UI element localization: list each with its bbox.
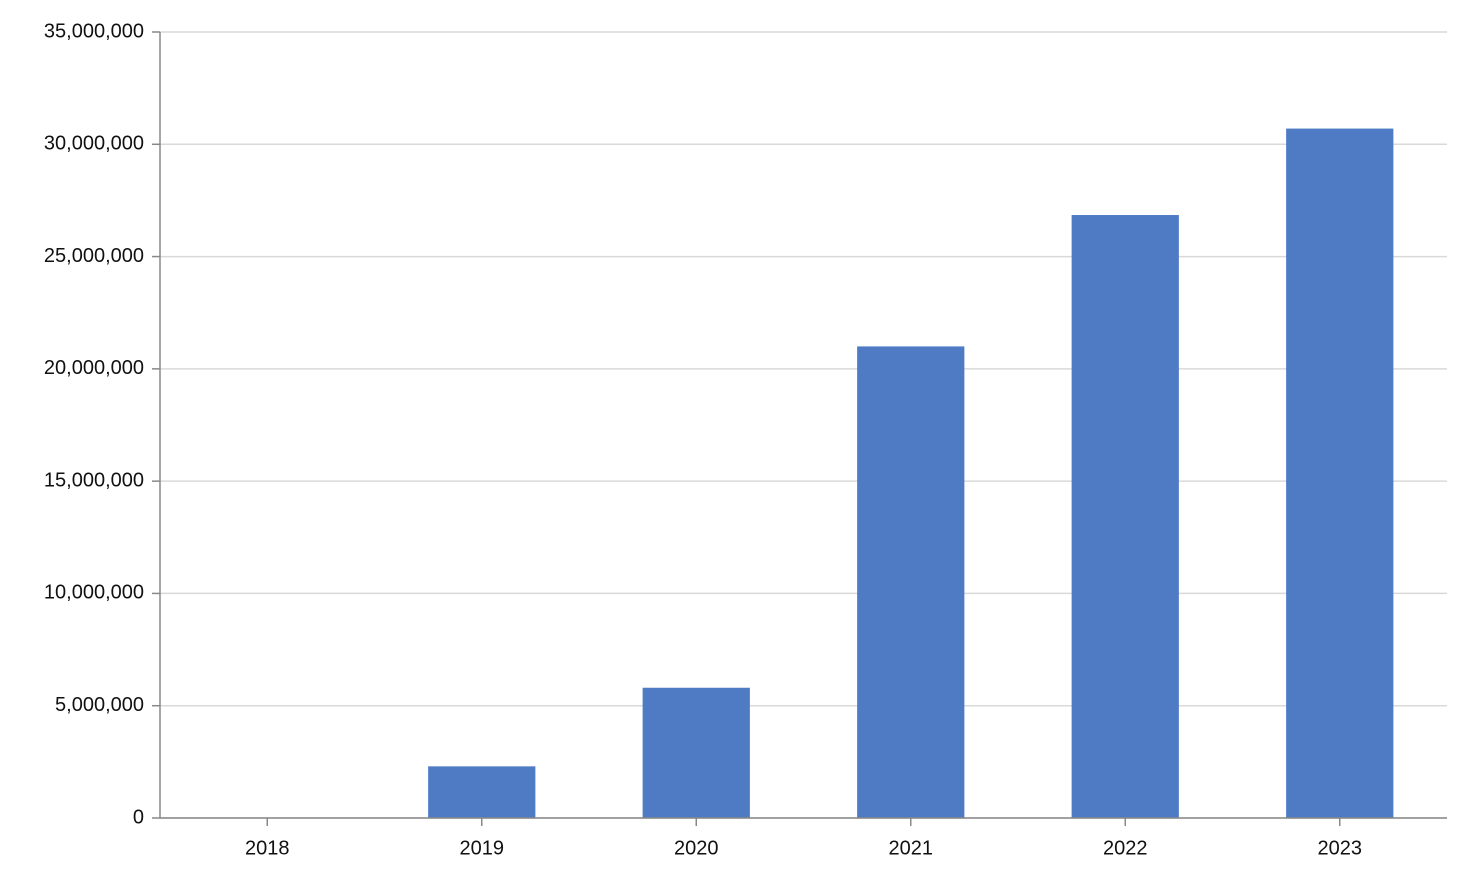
x-tick-label: 2022 [1103,837,1148,859]
x-tick-label: 2018 [245,837,290,859]
y-tick-label: 15,000,000 [44,469,144,491]
y-tick-label: 0 [133,806,144,828]
y-tick-label: 25,000,000 [44,245,144,267]
bar [428,766,536,818]
bar [1286,128,1394,818]
bar [642,687,750,818]
x-tick-label: 2021 [889,837,934,859]
y-tick-label: 30,000,000 [44,133,144,155]
y-tick-label: 35,000,000 [44,20,144,42]
bar [1071,215,1179,819]
y-tick-label: 10,000,000 [44,582,144,604]
x-tick-label: 2023 [1318,837,1363,859]
x-tick-label: 2020 [674,837,719,859]
y-tick-label: 5,000,000 [55,694,144,716]
x-tick-label: 2019 [460,837,505,859]
bar [857,346,965,818]
y-tick-label: 20,000,000 [44,357,144,379]
